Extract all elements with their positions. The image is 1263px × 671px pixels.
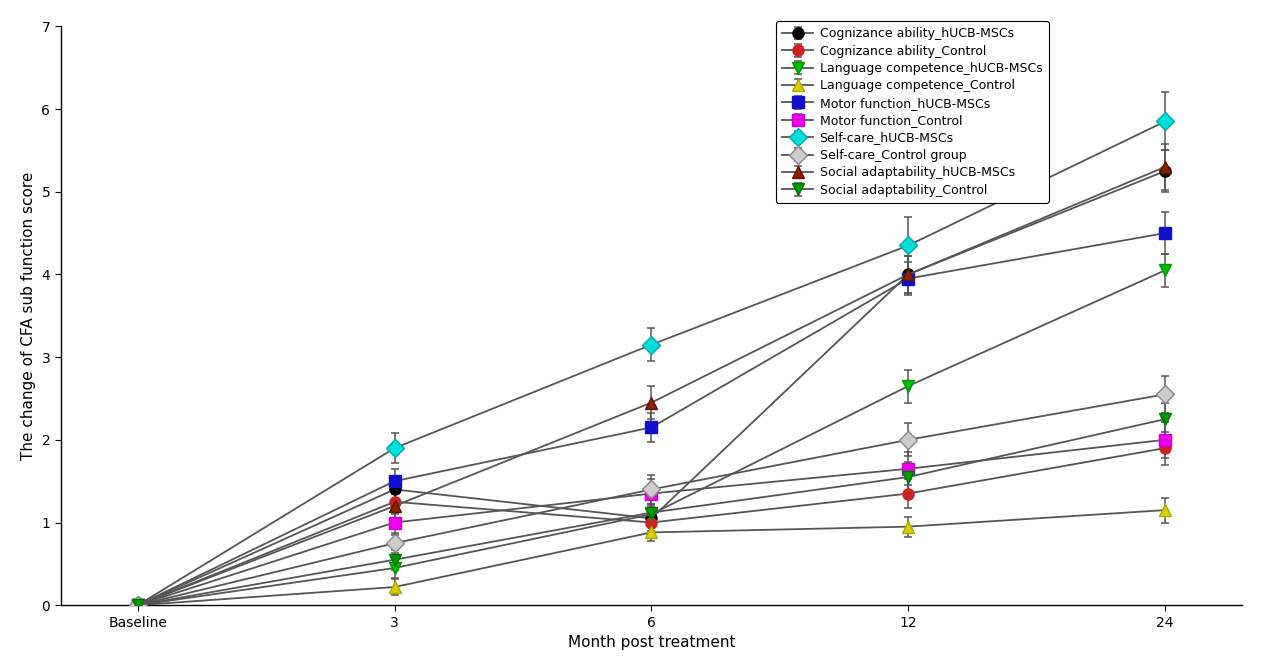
X-axis label: Month post treatment: Month post treatment	[567, 635, 735, 650]
Legend: Cognizance ability_hUCB-MSCs, Cognizance ability_Control, Language competence_hU: Cognizance ability_hUCB-MSCs, Cognizance…	[775, 21, 1048, 203]
Y-axis label: The change of CFA sub function score: The change of CFA sub function score	[20, 172, 35, 460]
